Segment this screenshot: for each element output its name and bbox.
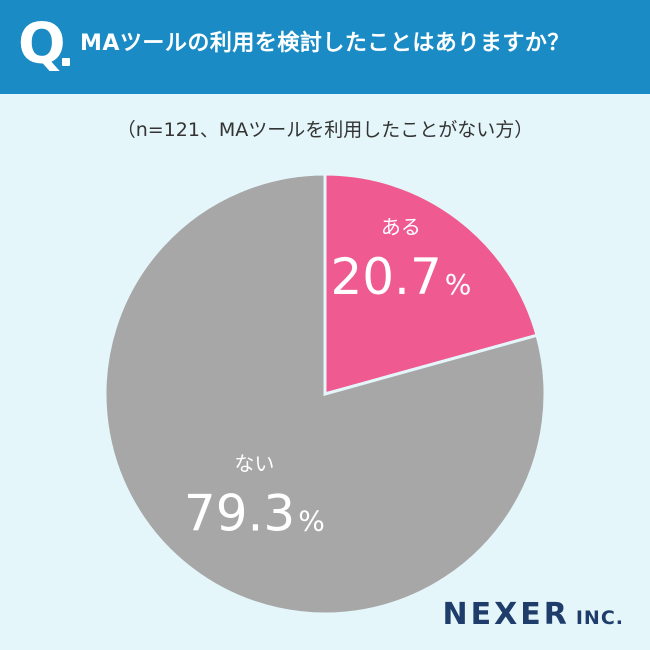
pie-slice-yes	[323, 172, 539, 396]
pie-slices	[103, 172, 547, 616]
q-dot-icon	[62, 58, 70, 66]
brand-name: NEXER	[442, 597, 570, 632]
slice-label: ある	[381, 215, 421, 239]
q-mark: Q	[18, 12, 66, 77]
pie-slice-no	[103, 172, 547, 616]
slice-value-label: 20.7%	[330, 248, 471, 306]
chart-subtitle: （n=121、MAツールを利用したことがない方）	[116, 119, 534, 141]
header-banner: Q MAツールの利用を検討したことはありますか？	[0, 0, 650, 94]
slice-label: ない	[234, 452, 274, 476]
slice-value-label: 79.3%	[184, 485, 325, 543]
question-text: MAツールの利用を検討したことはありますか？	[80, 31, 570, 56]
brand-logo: NEXER INC.	[443, 595, 624, 639]
pie-labels: ある 20.7 % ない 79.3%	[184, 215, 471, 542]
brand-suffix: INC.	[575, 607, 624, 629]
